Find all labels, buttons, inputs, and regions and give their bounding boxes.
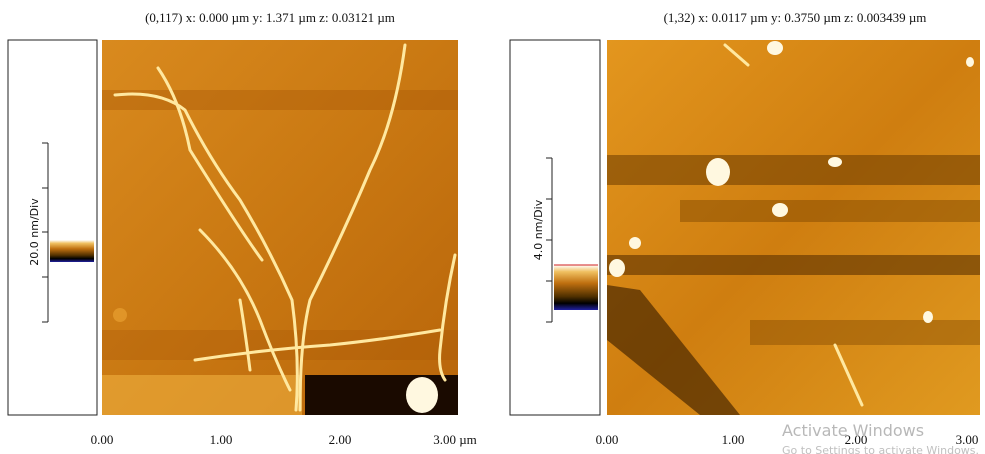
watermark-title: Activate Windows bbox=[782, 421, 924, 440]
page: (0,117) x: 0.000 µm y: 1.371 µm z: 0.031… bbox=[0, 0, 985, 454]
panel-header: (0,117) x: 0.000 µm y: 1.371 µm z: 0.031… bbox=[145, 10, 395, 25]
afm-image bbox=[607, 40, 980, 415]
screenshot: (0,117) x: 0.000 µm y: 1.371 µm z: 0.031… bbox=[0, 0, 985, 454]
axis-label: 1.00 bbox=[210, 432, 233, 447]
watermark-subtitle: Go to Settings to activate Windows. bbox=[782, 444, 979, 454]
axis-label: 3.00 µm bbox=[433, 432, 477, 447]
scale-label: 4.0 nm/Div bbox=[532, 199, 545, 260]
color-bar bbox=[50, 240, 94, 262]
axis-label: 0.00 bbox=[596, 432, 619, 447]
afm-image bbox=[102, 40, 458, 415]
scale-box bbox=[8, 40, 97, 415]
axis-label: 1.00 bbox=[722, 432, 745, 447]
axis-label: 0.00 bbox=[91, 432, 114, 447]
color-bar bbox=[554, 265, 598, 310]
panel-header: (1,32) x: 0.0117 µm y: 0.3750 µm z: 0.00… bbox=[664, 10, 927, 25]
axis-label: 2.00 bbox=[329, 432, 352, 447]
scale-box bbox=[510, 40, 600, 415]
scale-label: 20.0 nm/Div bbox=[28, 198, 41, 266]
